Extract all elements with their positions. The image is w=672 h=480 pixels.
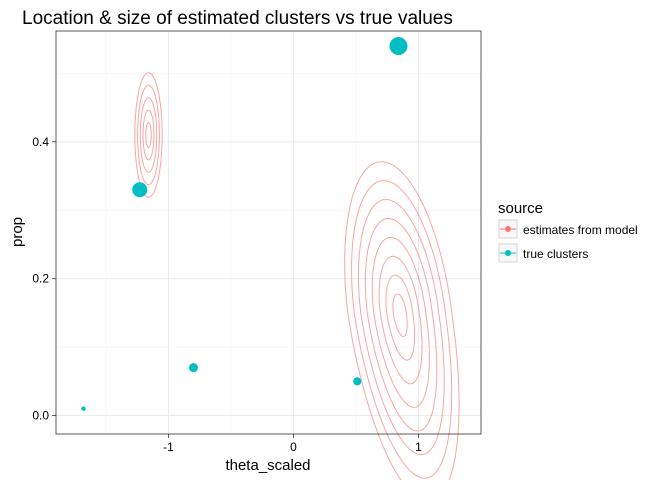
- legend-entry-true-clusters: true clusters: [498, 243, 588, 263]
- plot-panel: [55, 30, 482, 480]
- estimate-contour-cluster-2: [392, 293, 408, 338]
- estimate-contour-cluster-1: [137, 84, 160, 186]
- y-axis-title: prop: [9, 217, 26, 247]
- x-tick-label: 1: [415, 440, 422, 454]
- x-tick-label: 0: [290, 440, 297, 454]
- legend-label-true-clusters: true clusters: [523, 247, 588, 261]
- true-cluster-point: [353, 377, 362, 386]
- legend-entry-estimates: estimates from model: [498, 219, 638, 239]
- true-cluster-point: [81, 406, 86, 411]
- estimate-contour-cluster-2: [371, 236, 430, 408]
- chart-title: Location & size of estimated clusters vs…: [22, 8, 453, 29]
- true-cluster-point: [389, 37, 408, 56]
- estimate-contour-cluster-2: [344, 161, 460, 480]
- legend-key-dot-true-clusters: [505, 250, 511, 256]
- estimate-contour-cluster-2: [351, 180, 453, 479]
- true-cluster-point: [132, 182, 148, 198]
- y-tick-label: 0.0: [32, 409, 49, 423]
- estimate-contour-cluster-2: [378, 255, 423, 385]
- true-cluster-points: [81, 37, 408, 411]
- legend-title: source: [498, 200, 543, 217]
- legend: source estimates from model true cluster…: [498, 200, 638, 263]
- y-tick-label: 0.2: [32, 272, 49, 286]
- estimate-contour-cluster-1: [139, 97, 158, 173]
- plot-background: [56, 31, 481, 434]
- plot-border: [55, 30, 482, 435]
- x-tick-label: -1: [163, 440, 174, 454]
- x-axis-title: theta_scaled: [225, 457, 310, 474]
- estimate-contour-cluster-2: [357, 198, 445, 456]
- estimate-contour-cluster-1: [145, 121, 152, 149]
- estimate-contour-cluster-2: [364, 217, 438, 432]
- estimates-contours: [134, 72, 460, 480]
- legend-key-dot-estimates: [505, 226, 511, 232]
- grid: [56, 31, 482, 434]
- true-cluster-point: [189, 363, 198, 373]
- legend-label-estimates: estimates from model: [523, 223, 638, 237]
- estimate-contour-cluster-1: [134, 72, 163, 198]
- estimate-contour-cluster-2: [385, 274, 416, 361]
- axis-ticks: -1 0 1 0.0 0.2 0.4: [32, 135, 422, 454]
- y-tick-label: 0.4: [32, 135, 49, 149]
- estimate-contour-cluster-1: [142, 109, 155, 161]
